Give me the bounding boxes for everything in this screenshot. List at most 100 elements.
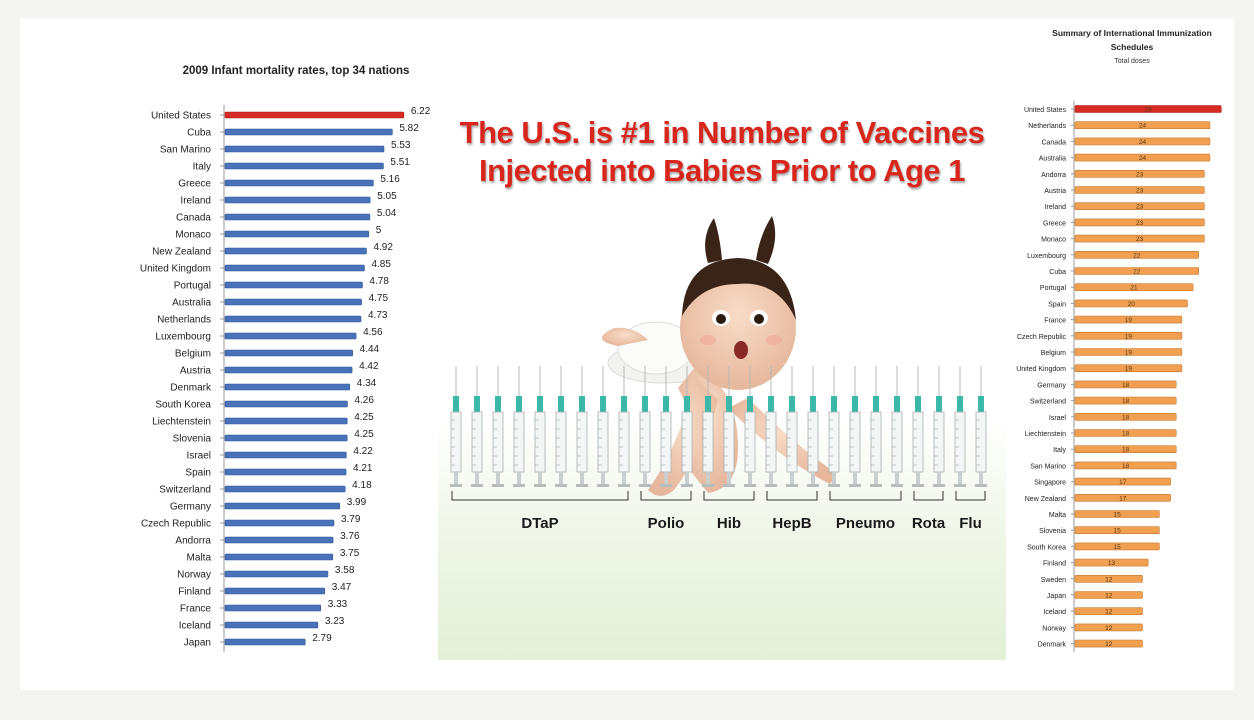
doses-label-switzerland: Switzerland	[1030, 399, 1066, 406]
doses-value-denmark: 12	[1105, 641, 1113, 648]
mortality-label-japan: Japan	[184, 638, 211, 649]
syringe-icon	[681, 366, 693, 487]
syringe-icon	[807, 366, 819, 487]
mortality-label-greece: Greece	[178, 179, 211, 190]
vaccine-label-pneumo: Pneumo	[836, 515, 895, 532]
syringe-icon	[912, 366, 924, 487]
doses-label-italy: Italy	[1053, 447, 1066, 454]
doses-bar-cuba	[1074, 267, 1199, 275]
mortality-value-liechtenstein: 4.25	[354, 412, 374, 423]
doses-value-austria: 23	[1136, 188, 1144, 195]
vaccine-group-labels: DTaP Polio Hib HepB Pneumo Rota Flu	[521, 515, 981, 532]
mortality-bar-france	[224, 604, 322, 612]
mortality-label-switzerland: Switzerland	[159, 485, 211, 496]
doses-label-slovenia: Slovenia	[1039, 528, 1066, 535]
doses-label-japan: Japan	[1047, 593, 1066, 600]
doses-bar-sweden	[1074, 574, 1143, 583]
mortality-label-israel: Israel	[187, 451, 211, 462]
doses-value-france: 19	[1125, 317, 1133, 324]
doses-value-slovenia: 15	[1114, 528, 1122, 535]
mortality-label-united-states: United States	[151, 111, 211, 122]
syringe-icon	[513, 366, 525, 487]
mortality-bar-malta	[224, 553, 334, 561]
mortality-value-israel: 4.22	[353, 446, 373, 457]
headline-line-1: The U.S. is #1 in Number of Vaccines	[459, 115, 985, 150]
doses-label-united-kingdom: United Kingdom	[1016, 366, 1066, 373]
mortality-label-new-zealand: New Zealand	[152, 247, 211, 258]
mortality-label-monaco: Monaco	[175, 230, 211, 241]
syringe-icon	[576, 366, 588, 487]
doses-label-luxembourg: Luxembourg	[1027, 253, 1066, 260]
doses-chart-title-line-1: Summary of International Immunization	[1052, 28, 1212, 38]
doses-bar-australia	[1074, 153, 1211, 162]
doses-value-netherlands: 24	[1139, 123, 1147, 130]
doses-bar-portugal	[1074, 283, 1194, 292]
mortality-label-luxembourg: Luxembourg	[155, 332, 211, 343]
mortality-label-netherlands: Netherlands	[157, 315, 211, 326]
mortality-value-south-korea: 4.26	[354, 395, 374, 406]
mortality-value-cuba: 5.82	[399, 123, 419, 134]
mortality-bar-monaco	[224, 230, 370, 238]
mortality-bar-italy	[224, 162, 384, 170]
doses-label-iceland: Iceland	[1043, 609, 1066, 616]
syringe-icon	[555, 366, 567, 487]
doses-bar-singapore	[1074, 477, 1171, 486]
doses-label-south-korea: South Korea	[1027, 544, 1066, 551]
syringe-icon	[870, 366, 882, 487]
doses-value-iceland: 12	[1105, 609, 1113, 616]
mortality-value-italy: 5.51	[390, 157, 410, 168]
doses-bar-liechtenstein	[1074, 429, 1177, 437]
doses-value-singapore: 17	[1119, 479, 1127, 486]
mortality-value-malta: 3.75	[340, 548, 360, 559]
vaccine-illustration: DTaP Polio Hib HepB Pneumo Rota Flu	[450, 216, 987, 532]
mortality-bar-denmark	[224, 383, 351, 391]
mortality-bar-portugal	[224, 281, 363, 289]
mortality-value-finland: 3.47	[332, 582, 352, 593]
doses-value-san-marino: 18	[1122, 463, 1130, 470]
mortality-axis	[220, 105, 225, 652]
doses-value-ireland: 23	[1136, 204, 1144, 211]
vaccine-brackets	[451, 491, 986, 501]
doses-bar-germany	[1074, 380, 1177, 389]
doses-value-canada: 24	[1139, 139, 1147, 146]
mortality-bar-san-marino	[224, 145, 385, 153]
mortality-bar-finland	[224, 587, 326, 595]
syringe-icon	[849, 366, 861, 487]
mortality-value-luxembourg: 4.56	[363, 327, 383, 338]
mortality-bar-luxembourg	[224, 332, 357, 340]
mortality-bar-netherlands	[224, 315, 362, 323]
mortality-bar-switzerland	[224, 485, 346, 493]
syringe-icon	[450, 366, 462, 487]
mortality-label-canada: Canada	[176, 213, 211, 224]
vaccine-bracket	[766, 491, 818, 501]
doses-value-luxembourg: 22	[1133, 252, 1141, 259]
vaccine-label-dtap: DTaP	[521, 515, 558, 532]
mortality-label-spain: Spain	[185, 468, 211, 479]
mortality-label-australia: Australia	[172, 298, 211, 309]
doses-label-france: France	[1044, 318, 1066, 325]
headline-line-2: Injected into Babies Prior to Age 1	[478, 153, 966, 188]
mortality-label-san-marino: San Marino	[160, 145, 212, 156]
doses-value-united-kingdom: 19	[1125, 366, 1133, 373]
doses-label-netherlands: Netherlands	[1028, 123, 1066, 130]
doses-value-united-states: 26	[1144, 107, 1152, 114]
syringe-icon	[702, 366, 714, 487]
doses-bar-finland	[1074, 558, 1149, 567]
mortality-bar-ireland	[224, 196, 371, 204]
mortality-label-portugal: Portugal	[174, 281, 211, 292]
doses-bar-canada	[1074, 137, 1211, 146]
mortality-bar-spain	[224, 468, 347, 476]
mortality-label-united-kingdom: United Kingdom	[140, 264, 211, 275]
doses-value-portugal: 21	[1130, 285, 1138, 292]
doses-bar-united-kingdom	[1074, 364, 1183, 373]
doses-label-australia: Australia	[1039, 156, 1066, 163]
doses-value-italy: 18	[1122, 447, 1130, 454]
doses-label-portugal: Portugal	[1040, 285, 1067, 292]
syringe-icon	[765, 366, 777, 487]
syringe-icon	[534, 366, 546, 487]
doses-axis	[1071, 101, 1075, 652]
syringe-icon	[828, 366, 840, 487]
mortality-value-spain: 4.21	[353, 463, 373, 474]
syringe-row	[450, 366, 987, 487]
syringe-icon	[786, 366, 798, 487]
